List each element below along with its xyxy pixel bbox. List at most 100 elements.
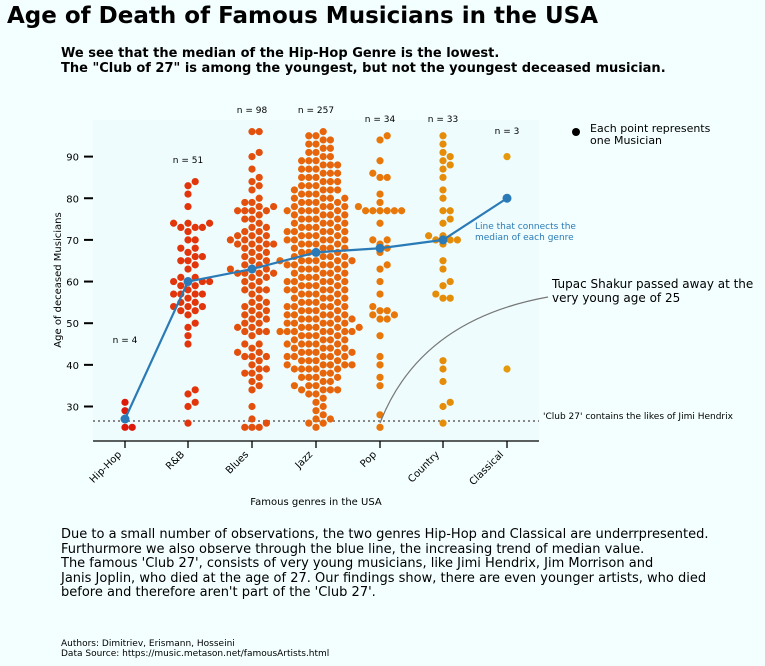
data-point — [312, 182, 320, 190]
data-point — [290, 186, 298, 194]
data-point — [326, 186, 334, 194]
data-point — [255, 269, 263, 277]
data-point — [341, 302, 349, 311]
data-point — [312, 407, 320, 415]
data-point — [248, 198, 256, 207]
data-point — [354, 202, 362, 211]
description-line: The famous 'Club 27', consists of very y… — [61, 556, 654, 571]
data-point — [305, 165, 313, 173]
data-point — [255, 148, 263, 157]
data-point — [262, 223, 270, 232]
data-point — [262, 286, 270, 294]
data-point — [319, 344, 327, 352]
data-point — [319, 169, 327, 177]
data-point — [439, 194, 447, 202]
data-point — [446, 207, 454, 215]
data-point — [319, 294, 327, 302]
data-point — [341, 319, 349, 327]
data-point — [453, 236, 461, 244]
data-point — [298, 207, 306, 215]
median-marker — [311, 247, 321, 257]
data-point — [446, 153, 454, 161]
x-tick-label: Pop — [359, 449, 380, 470]
data-point — [177, 307, 185, 315]
data-point — [241, 302, 249, 311]
data-point — [262, 273, 270, 281]
description-line: Janis Joplin, who died at the age of 27.… — [61, 570, 707, 586]
data-point — [177, 282, 185, 290]
data-point — [503, 365, 511, 373]
data-point — [439, 265, 447, 273]
data-point — [184, 390, 192, 398]
data-point — [319, 369, 327, 377]
data-point — [326, 302, 334, 311]
data-point — [341, 202, 349, 211]
data-point — [319, 136, 327, 144]
data-point — [312, 165, 320, 173]
data-point — [191, 261, 199, 269]
data-point — [283, 227, 291, 236]
data-point — [184, 332, 192, 340]
data-point — [298, 365, 306, 373]
data-point — [383, 315, 391, 323]
data-point — [270, 202, 278, 211]
data-point — [383, 132, 391, 140]
data-point — [255, 227, 263, 236]
data-point — [248, 282, 256, 290]
data-point — [184, 236, 192, 244]
data-point — [290, 269, 298, 277]
data-point — [198, 302, 206, 311]
data-point — [312, 198, 320, 207]
legend-label: Each point represents — [590, 122, 711, 135]
median-marker — [375, 243, 385, 253]
data-point — [319, 277, 327, 286]
chart-subtitle: We see that the median of the Hip-Hop Ge… — [61, 46, 666, 76]
median-marker — [183, 277, 193, 287]
data-point — [283, 277, 291, 286]
data-point — [298, 273, 306, 281]
data-point — [255, 173, 263, 182]
data-point — [369, 236, 377, 244]
data-point — [319, 177, 327, 186]
data-point — [305, 132, 313, 140]
data-point — [334, 232, 342, 240]
legend-label: one Musician — [590, 134, 662, 147]
data-point — [334, 386, 342, 394]
x-tick-label: R&B — [164, 449, 187, 472]
count-label: n = 33 — [428, 115, 458, 125]
data-point — [305, 323, 313, 331]
data-point — [248, 257, 256, 265]
data-point — [326, 144, 334, 152]
data-point — [326, 211, 334, 219]
data-point — [376, 382, 384, 390]
data-point — [248, 323, 256, 331]
y-axis-label: Age of deceased Musicians — [53, 212, 64, 347]
data-point — [341, 219, 349, 227]
data-point — [283, 236, 291, 244]
data-point — [198, 252, 206, 261]
count-label: n = 3 — [495, 127, 520, 137]
x-tick-label: Blues — [224, 449, 251, 476]
data-point — [326, 261, 334, 269]
data-point — [290, 382, 298, 390]
data-point — [312, 232, 320, 240]
data-point — [334, 282, 342, 290]
data-point — [376, 157, 384, 165]
data-point — [121, 423, 129, 431]
data-point — [184, 294, 192, 302]
data-point — [248, 298, 256, 306]
data-point — [283, 261, 291, 269]
data-point — [326, 269, 334, 277]
data-point — [270, 269, 278, 277]
data-point — [334, 177, 342, 186]
data-point — [319, 244, 327, 252]
data-point — [177, 273, 185, 281]
data-point — [312, 190, 320, 198]
count-label: n = 34 — [365, 115, 396, 125]
data-point — [283, 286, 291, 294]
description-line: before and therefore aren't part of the … — [61, 585, 376, 600]
data-point — [262, 352, 270, 361]
data-point — [184, 227, 192, 236]
data-point — [319, 319, 327, 327]
data-point — [446, 161, 454, 169]
